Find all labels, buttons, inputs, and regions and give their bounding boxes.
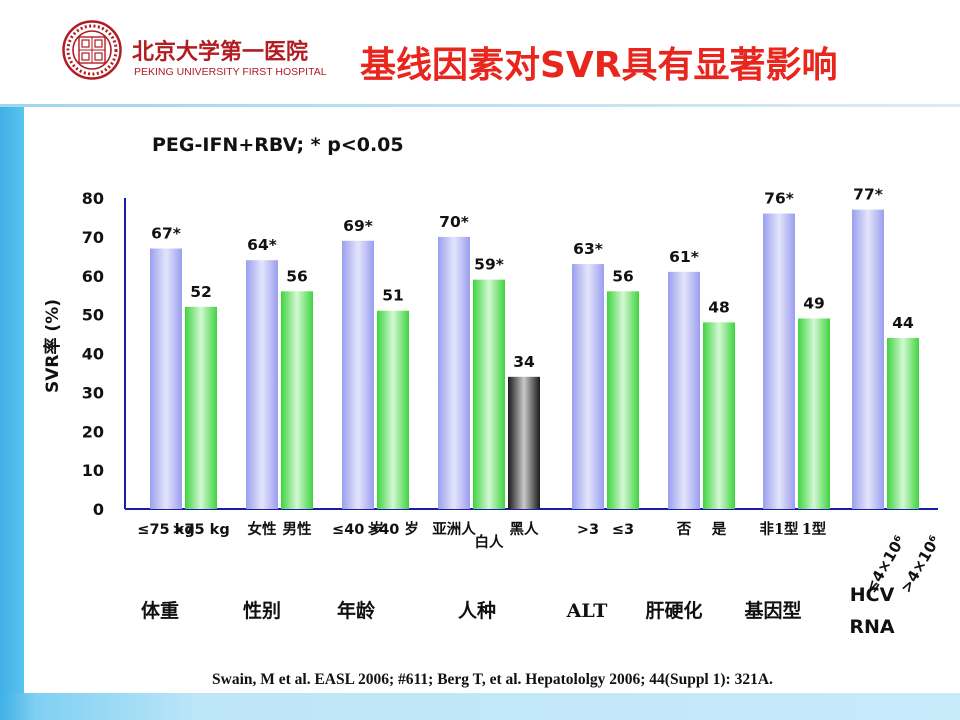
bar-value-label: 44 bbox=[892, 314, 914, 332]
hospital-seal-logo bbox=[62, 20, 122, 80]
y-tick-label: 80 bbox=[82, 189, 104, 208]
hospital-name-en: PEKING UNIVERSITY FIRST HOSPITAL bbox=[134, 66, 327, 78]
y-tick-label: 50 bbox=[82, 306, 104, 325]
bar-value-label: 49 bbox=[803, 295, 825, 313]
bar-3-1 bbox=[342, 240, 374, 509]
bar-value-label: 69* bbox=[343, 217, 373, 235]
bar-7-1 bbox=[763, 213, 795, 510]
bar-value-label: 63* bbox=[573, 240, 603, 258]
bar-2-1 bbox=[246, 260, 278, 509]
bar-1-1 bbox=[150, 248, 182, 509]
y-tick-label: 70 bbox=[82, 228, 104, 247]
bar-value-label: 64* bbox=[247, 236, 277, 254]
x-category-label: 男性 bbox=[283, 520, 312, 538]
slide-title: 基线因素对SVR具有显著影响 bbox=[360, 45, 838, 86]
bar-value-label: 59* bbox=[474, 256, 504, 274]
bar-value-label: 52 bbox=[190, 283, 212, 301]
bar-value-label: 56 bbox=[612, 267, 634, 285]
bar-3-2 bbox=[377, 310, 409, 509]
hospital-name-cn: 北京大学第一医院 bbox=[132, 39, 309, 65]
y-tick-label: 60 bbox=[82, 267, 104, 286]
bar-6-2 bbox=[703, 322, 735, 509]
bar-value-label: 61* bbox=[669, 248, 699, 266]
bar-2-2 bbox=[281, 291, 313, 509]
bar-8-1 bbox=[852, 209, 884, 509]
x-category-label: ≤75 kg bbox=[137, 522, 194, 538]
x-category-label: 是 bbox=[711, 521, 727, 538]
x-category-label: ≤3 bbox=[612, 522, 634, 538]
bar-4-1 bbox=[438, 236, 470, 509]
citation: Swain, M et al. EASL 2006; #611; Berg T,… bbox=[212, 671, 773, 688]
bar-4-3 bbox=[508, 376, 540, 509]
chart-subtitle: PEG-IFN+RBV; * p<0.05 bbox=[152, 134, 404, 156]
bar-5-2 bbox=[607, 291, 639, 509]
y-tick-label: 20 bbox=[82, 422, 104, 441]
x-category-label: 非1型 bbox=[759, 520, 799, 538]
bar-value-label: 56 bbox=[286, 267, 308, 285]
group-label: 人种 bbox=[458, 600, 496, 622]
header-divider bbox=[0, 104, 960, 107]
bar-8-2 bbox=[887, 337, 919, 509]
bar-value-label: 51 bbox=[382, 287, 404, 305]
bar-value-label: 67* bbox=[151, 225, 181, 243]
group-label: 基因型 bbox=[743, 599, 801, 622]
bar-7-2 bbox=[798, 318, 830, 509]
y-tick-label: 30 bbox=[82, 383, 104, 402]
bar-value-label: 77* bbox=[853, 186, 883, 204]
bar-value-label: 76* bbox=[764, 190, 794, 208]
x-category-label: 白人 bbox=[475, 533, 504, 551]
bar-value-label: 70* bbox=[439, 213, 469, 231]
bar-value-label: 34 bbox=[513, 353, 535, 371]
slide-header bbox=[0, 0, 960, 104]
x-category-label: 1型 bbox=[802, 520, 827, 538]
x-category-label: >40 岁 bbox=[367, 520, 419, 538]
bar-5-1 bbox=[572, 264, 604, 509]
x-category-label: 黑人 bbox=[510, 521, 539, 538]
group-label: ALT bbox=[566, 600, 608, 622]
x-category-label: >3 bbox=[577, 522, 599, 538]
bar-6-1 bbox=[668, 271, 700, 509]
group-label: 年龄 bbox=[337, 599, 376, 622]
bar-1-2 bbox=[185, 306, 217, 509]
bar-4-2 bbox=[473, 279, 505, 509]
x-category-label: >75 kg bbox=[172, 522, 229, 538]
group-label-line: RNA bbox=[849, 616, 895, 638]
x-category-label: 亚洲人 bbox=[432, 521, 476, 538]
y-axis-label: SVR率 (%) bbox=[42, 299, 63, 393]
y-tick-label: 40 bbox=[82, 345, 104, 364]
x-category-label: 女性 bbox=[248, 520, 277, 538]
bar-value-label: 48 bbox=[708, 298, 730, 316]
group-label: 肝硬化 bbox=[645, 599, 702, 622]
y-tick-label: 0 bbox=[93, 500, 104, 519]
footer-strip bbox=[0, 693, 960, 720]
group-label: 体重 bbox=[141, 599, 179, 622]
x-category-label: 否 bbox=[676, 521, 692, 538]
x-category-label: ≤40 岁 bbox=[332, 520, 384, 538]
group-label-line: HCV bbox=[850, 584, 895, 606]
y-tick-label: 10 bbox=[82, 461, 104, 480]
group-label: 性别 bbox=[243, 599, 281, 622]
